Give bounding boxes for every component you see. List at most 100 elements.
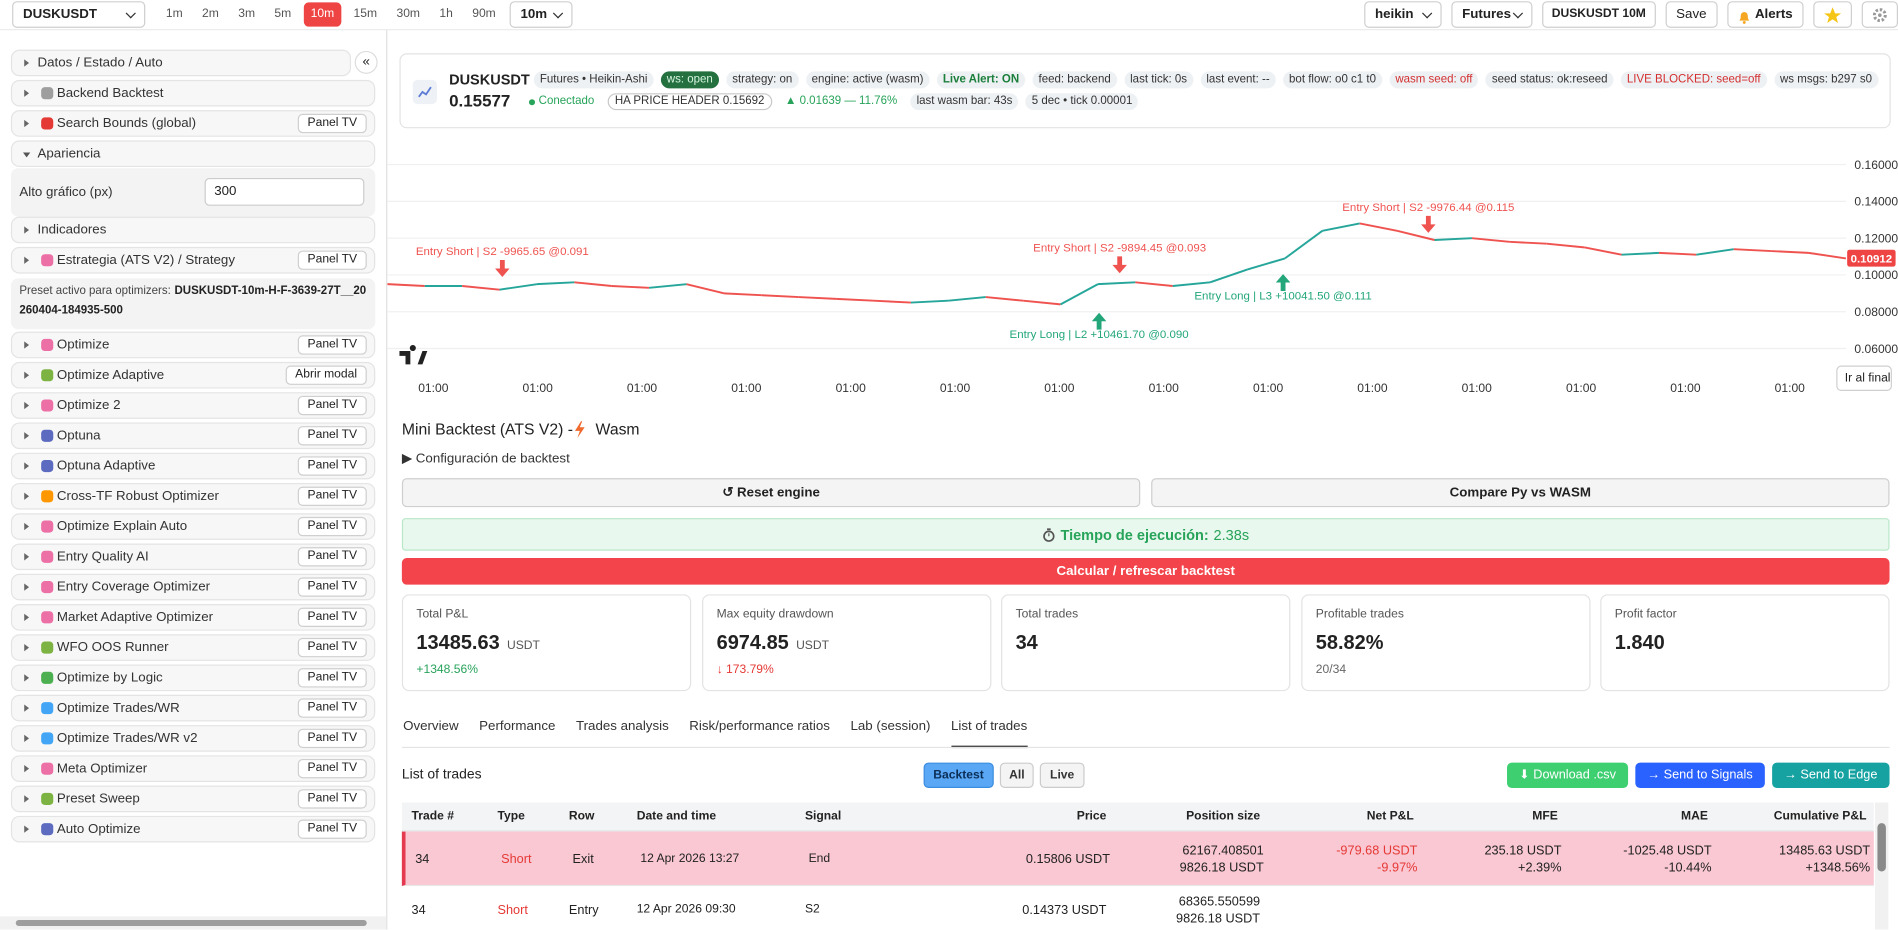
tab[interactable]: Lab (session) (850, 719, 931, 734)
panel-button[interactable]: Panel TV (297, 728, 367, 749)
section-icon (41, 87, 54, 100)
tab[interactable]: Risk/performance ratios (689, 719, 830, 734)
sidebar-section[interactable]: Optimize Adaptive Abrir modal (10, 361, 376, 389)
calculate-button[interactable]: Calcular / refrescar backtest (401, 558, 1890, 585)
sidebar-section[interactable]: Preset Sweep Panel TV (10, 785, 376, 813)
sidebar-section[interactable]: Meta Optimizer Panel TV (10, 755, 376, 782)
timeframe-button[interactable]: 5m (274, 7, 292, 21)
filter-button[interactable]: All (999, 762, 1035, 789)
badge-text: last tick: 0s (1130, 72, 1188, 86)
sidebar-section[interactable]: Entry Coverage Optimizer Panel TV (10, 573, 376, 601)
section-icon (41, 671, 54, 684)
timeframe-button[interactable]: 15m (353, 7, 378, 21)
panel-button[interactable]: Abrir modal (285, 365, 367, 385)
symbol-select[interactable]: DUSKUSDT (12, 1, 146, 28)
panel-button[interactable]: Panel TV (297, 789, 367, 809)
table-cell: +1348.56% (1805, 860, 1871, 875)
panel-button[interactable]: Panel TV (297, 547, 367, 567)
sidebar-section[interactable]: Optimize Trades/WR v2 Panel TV (10, 725, 376, 752)
timeframe-button[interactable]: 1m (165, 7, 183, 21)
panel-button[interactable]: Panel TV (297, 426, 367, 446)
timeframe-button[interactable]: 3m (238, 7, 256, 21)
sidebar-section[interactable]: Optimize Explain Auto Panel TV (10, 513, 376, 540)
favorite-button[interactable] (1813, 1, 1853, 28)
timeframe-button[interactable]: 2m (202, 7, 219, 21)
panel-button[interactable]: Panel TV (297, 486, 367, 506)
tab[interactable]: Trades analysis (575, 719, 669, 734)
candle-select[interactable]: heikin (1364, 1, 1442, 28)
tab[interactable]: List of trades (951, 719, 1028, 749)
save-button[interactable]: Save (1665, 1, 1718, 28)
sidebar-section[interactable]: Indicadores (10, 216, 376, 244)
scroll-thumb (1877, 823, 1886, 872)
panel-button[interactable]: Panel TV (297, 250, 367, 270)
panel-button[interactable]: Panel TV (297, 698, 367, 718)
filter-button[interactable]: Backtest (923, 762, 994, 789)
y-tick-label: 0.14000 (1854, 195, 1898, 209)
height-input[interactable]: 300 (204, 177, 365, 206)
list-title: List of trades (401, 767, 482, 782)
sidebar-section[interactable]: Optimize Trades/WR Panel TV (10, 694, 376, 722)
sidebar-section[interactable]: Search Bounds (global) Panel TV (10, 110, 376, 137)
tab[interactable]: Overview (403, 719, 459, 734)
sidebar-section[interactable]: Apariencia (10, 140, 376, 168)
price-segment (387, 283, 425, 287)
price-segment (1060, 283, 1099, 306)
config-toggle[interactable]: ▶ Configuración de backtest (401, 451, 570, 467)
preset-label: Preset activo para optimizers: (19, 284, 171, 298)
table-cell: -1025.48 USDT (1623, 843, 1712, 858)
compare-button[interactable]: Compare Py vs WASM (1151, 478, 1890, 508)
sidebar-section[interactable]: Backend Backtest (10, 79, 376, 107)
panel-button[interactable]: Panel TV (297, 577, 367, 597)
caret (24, 462, 30, 470)
price-segment (686, 283, 725, 295)
action-button[interactable]: → Send to Edge (1772, 762, 1890, 789)
timeframe-button[interactable]: 1h (439, 7, 453, 21)
sidebar-section[interactable]: Optimize Panel TV (10, 331, 376, 359)
sidebar-section[interactable]: Entry Quality AI Panel TV (10, 543, 376, 571)
sidebar-section[interactable]: Market Adaptive Optimizer Panel TV (10, 604, 376, 631)
market-select[interactable]: Futures (1451, 1, 1533, 28)
table-cell: Trade # (411, 809, 454, 824)
badge-text: Futures • Heikin-Ashi (539, 72, 648, 86)
bell-icon (1738, 8, 1750, 24)
caret (24, 643, 30, 652)
panel-button[interactable]: Panel TV (297, 819, 367, 839)
tab[interactable]: Performance (479, 719, 556, 734)
table-cell: 13485.63 USDT (1779, 843, 1871, 858)
panel-button[interactable]: Panel TV (297, 607, 367, 628)
sidebar-section[interactable]: Optuna Panel TV (10, 422, 376, 450)
panel-button[interactable]: Panel TV (297, 335, 367, 355)
go-to-end-button[interactable]: Ir al final (1836, 365, 1892, 391)
panel-button[interactable]: Panel TV (297, 456, 367, 476)
sidebar-section[interactable]: WFO OOS Runner Panel TV (10, 634, 376, 661)
timeframe-button[interactable]: 90m (472, 7, 496, 21)
panel-button[interactable]: Panel TV (297, 758, 367, 779)
action-button[interactable]: ⬇ Download .csv (1506, 762, 1629, 789)
price-segment (948, 296, 986, 302)
panel-button[interactable]: Panel TV (297, 637, 367, 658)
filter-button[interactable]: Live (1040, 762, 1084, 789)
panel-button[interactable]: Panel TV (297, 668, 367, 688)
panel-button[interactable]: Panel TV (297, 395, 367, 416)
timeframe-button[interactable]: 30m (396, 7, 421, 21)
sidebar-section[interactable]: Optimize by Logic Panel TV (10, 664, 376, 692)
table-cell: -9.97% (1377, 860, 1418, 875)
timeframe-button[interactable]: 10m (303, 2, 342, 27)
alerts-button[interactable]: Alerts (1727, 1, 1804, 28)
collapse-button[interactable]: « (354, 50, 378, 74)
sidebar-section[interactable]: Cross-TF Robust Optimizer Panel TV (10, 482, 376, 510)
table-cell: MFE (1532, 809, 1558, 824)
sidebar-section[interactable]: Estrategia (ATS V2) / Strategy Panel TV (10, 246, 376, 274)
settings-button[interactable] (1861, 1, 1898, 28)
panel-button[interactable]: Panel TV (297, 516, 367, 537)
sidebar-section[interactable]: Auto Optimize Panel TV (10, 815, 376, 843)
action-button[interactable]: → Send to Signals (1635, 762, 1765, 789)
reset-button[interactable]: ↺ Reset engine (401, 478, 1141, 508)
timeframe-select[interactable]: 10m (509, 1, 573, 28)
sidebar-section[interactable]: Optimize 2 Panel TV (10, 392, 376, 419)
sidebar-section[interactable]: Optuna Adaptive Panel TV (10, 452, 376, 480)
sidebar-section[interactable]: Datos / Estado / Auto (10, 49, 352, 77)
bell-icon-part (1739, 11, 1749, 20)
panel-button[interactable]: Panel TV (297, 113, 367, 134)
